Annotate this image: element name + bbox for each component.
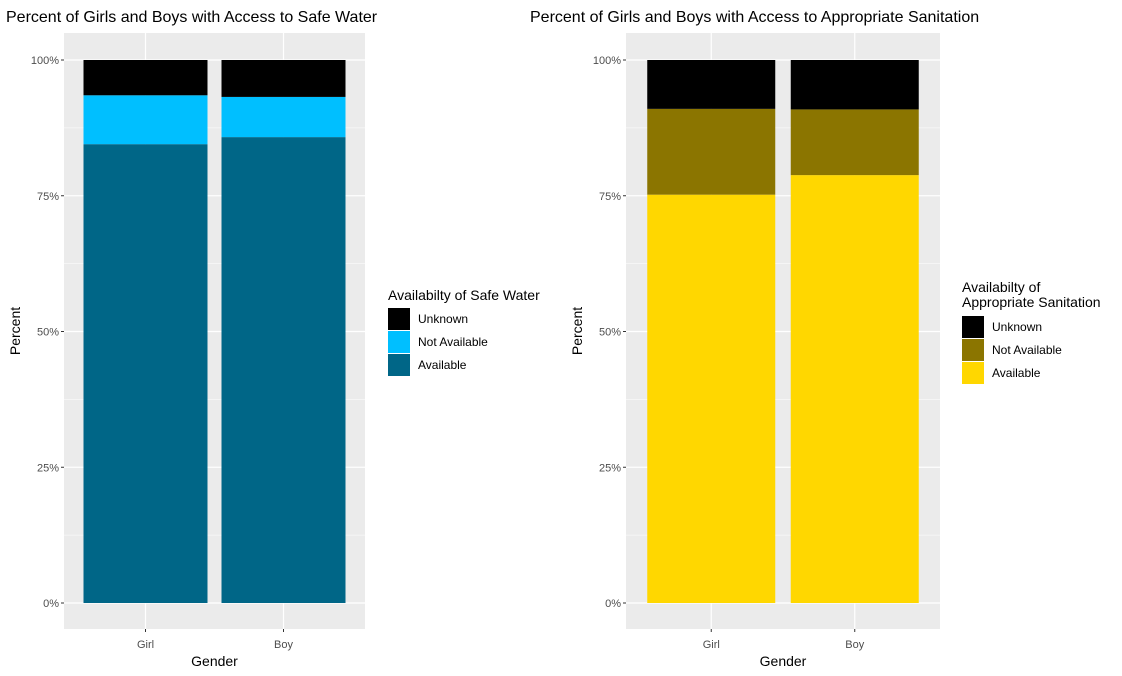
- y-tick-label: 25%: [599, 462, 621, 474]
- y-tick-label: 100%: [31, 55, 59, 67]
- chart-2: Percent of Girls and Boys with Access to…: [530, 9, 1101, 669]
- legend-key: [388, 331, 410, 353]
- legend-key: [962, 339, 984, 361]
- x-tick-label: Boy: [274, 639, 293, 651]
- y-axis-title: Percent: [569, 307, 585, 355]
- chart-title: Percent of Girls and Boys with Access to…: [530, 9, 979, 26]
- chart-title: Percent of Girls and Boys with Access to…: [6, 9, 378, 26]
- bar-boy-not-available: [790, 109, 919, 176]
- y-tick-label: 75%: [37, 191, 59, 203]
- y-tick-label: 75%: [599, 191, 621, 203]
- legend-key: [388, 308, 410, 330]
- x-axis-title: Gender: [191, 653, 238, 669]
- y-axis-title: Percent: [7, 307, 23, 355]
- bar-girl-not-available: [83, 95, 208, 145]
- bar-girl-available: [83, 144, 208, 604]
- legend-label: Unknown: [418, 312, 468, 326]
- x-axis-title: Gender: [760, 653, 807, 669]
- bar-girl-available: [647, 194, 776, 603]
- legend-key: [388, 354, 410, 376]
- legend-title: Availabilty of: [962, 279, 1040, 295]
- legend-title: Appropriate Sanitation: [962, 294, 1101, 310]
- legend-label: Unknown: [992, 320, 1042, 334]
- y-tick-label: 100%: [593, 55, 621, 67]
- legend-key: [962, 362, 984, 384]
- bar-boy-unknown: [790, 60, 919, 110]
- bar-girl-unknown: [83, 60, 208, 96]
- bar-boy-available: [790, 175, 919, 603]
- x-tick-label: Girl: [703, 639, 720, 651]
- legend-label: Available: [992, 366, 1041, 380]
- x-tick-label: Boy: [845, 639, 864, 651]
- y-tick-label: 50%: [37, 327, 59, 339]
- y-tick-label: 0%: [43, 598, 59, 610]
- bar-boy-available: [221, 137, 346, 603]
- bar-girl-not-available: [647, 108, 776, 195]
- legend-label: Not Available: [992, 343, 1062, 357]
- legend: Availabilty of Safe Water Unknown Not Avai…: [388, 287, 540, 376]
- y-tick-label: 25%: [37, 462, 59, 474]
- bar-boy-not-available: [221, 96, 346, 138]
- y-tick-label: 50%: [599, 327, 621, 339]
- legend-key: [962, 316, 984, 338]
- legend-label: Available: [418, 358, 467, 372]
- bar-boy-unknown: [221, 60, 346, 97]
- legend-title: Availabilty of Safe Water: [388, 287, 540, 303]
- chart-1: Percent of Girls and Boys with Access to…: [6, 9, 540, 669]
- y-tick-label: 0%: [605, 598, 621, 610]
- bar-girl-unknown: [647, 60, 776, 109]
- legend-label: Not Available: [418, 335, 488, 349]
- x-tick-label: Girl: [137, 639, 154, 651]
